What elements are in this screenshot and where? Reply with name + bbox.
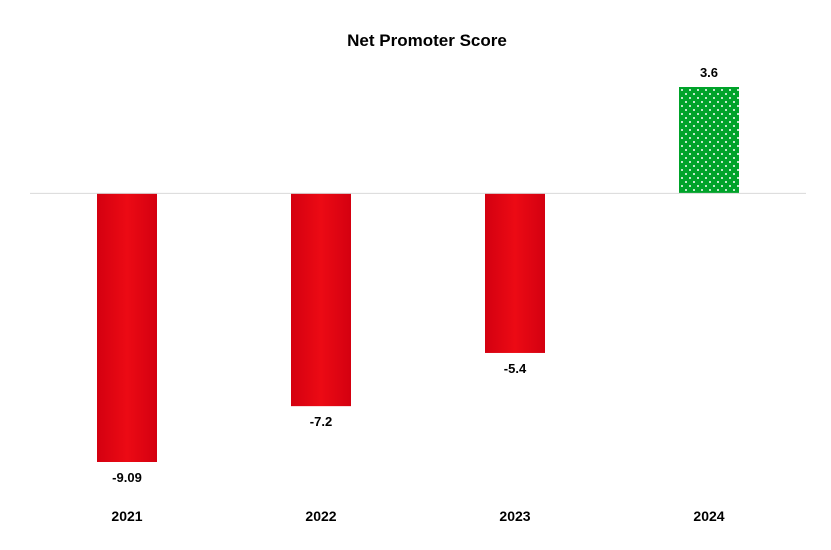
data-label-2023: -5.4 <box>504 361 527 376</box>
bar-2021 <box>97 193 157 462</box>
category-label-2024: 2024 <box>693 508 724 524</box>
category-label-2022: 2022 <box>305 508 336 524</box>
category-label-2023: 2023 <box>499 508 530 524</box>
bars-group <box>97 87 739 462</box>
data-label-2022: -7.2 <box>310 414 332 429</box>
bar-2023 <box>485 193 545 353</box>
data-label-2024: 3.6 <box>700 65 718 80</box>
chart-title: Net Promoter Score <box>347 31 507 50</box>
bar-2024 <box>679 87 739 194</box>
data-label-2021: -9.09 <box>112 470 142 485</box>
category-label-2021: 2021 <box>111 508 142 524</box>
data-labels-group: -9.09 -7.2 -5.4 3.6 <box>112 65 718 485</box>
category-labels-group: 2021 2022 2023 2024 <box>111 508 724 524</box>
bar-2022 <box>291 193 351 407</box>
